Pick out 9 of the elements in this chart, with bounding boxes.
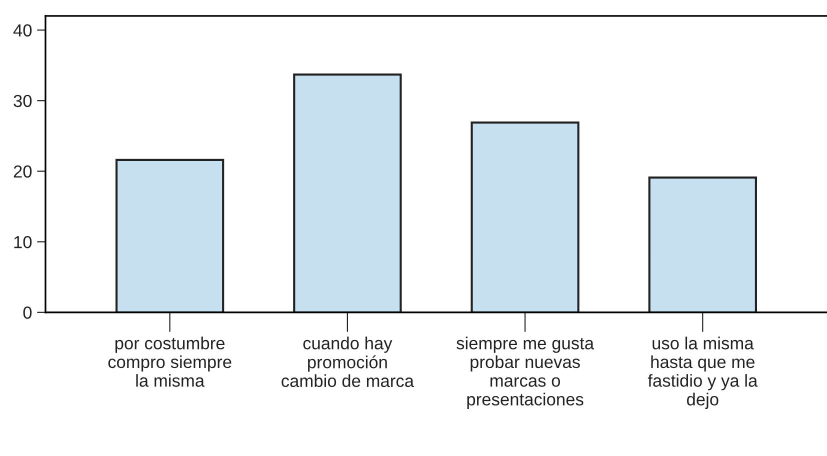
y-tick-label: 30 (14, 94, 32, 108)
y-tick-label: 10 (14, 236, 32, 248)
x-tick-label: siempre me gusta probar nuevas marcas o presentaciones (456, 336, 594, 409)
x-tick-label: cuando hay promoción cambio de marca (282, 336, 414, 388)
y-tick-label: 20 (14, 165, 32, 178)
y-tick-label: 0 (23, 306, 32, 319)
y-tick-label: 40 (13, 24, 32, 37)
x-tick-label: uso la misma hasta que me fastidio y ya la dejo (648, 336, 758, 409)
x-tick-label: por costumbre compro siempre la misma (108, 336, 232, 387)
